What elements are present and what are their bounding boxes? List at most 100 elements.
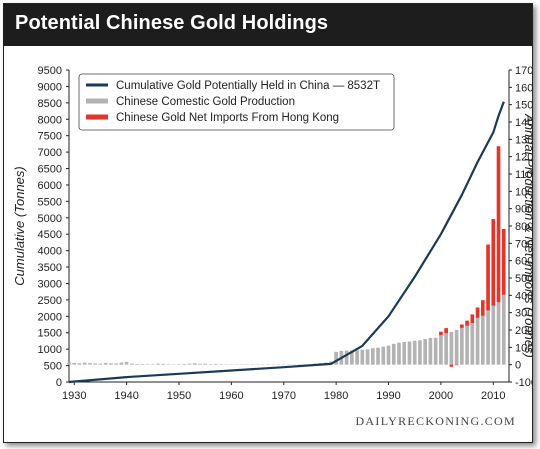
domestic-bar xyxy=(480,315,485,365)
import-bar xyxy=(491,219,496,306)
domestic-bar xyxy=(198,363,202,365)
import-bar xyxy=(486,244,490,311)
domestic-bar xyxy=(124,361,129,365)
domestic-bar xyxy=(475,317,480,365)
domestic-bar xyxy=(93,363,98,365)
legend-label: Chinese Gold Net Imports From Hong Kong xyxy=(116,112,339,124)
import-bar xyxy=(501,228,506,295)
right-tick-label: -100 xyxy=(515,377,532,389)
legend: Cumulative Gold Potentially Held in Chin… xyxy=(78,73,395,131)
right-tick-label: 1500 xyxy=(515,100,532,112)
legend-box xyxy=(78,73,395,131)
domestic-bar xyxy=(370,348,375,365)
domestic-bar xyxy=(423,339,428,365)
domestic-bar xyxy=(161,363,166,365)
right-tick-label: 200 xyxy=(515,325,532,337)
domestic-bar xyxy=(82,362,87,365)
left-tick-label: 6500 xyxy=(38,164,62,176)
left-tick-label: 9500 xyxy=(38,65,62,77)
domestic-bar xyxy=(350,350,354,365)
domestic-production-bars xyxy=(67,294,506,365)
title-bar: Potential Chinese Gold Holdings xyxy=(4,4,532,46)
right-tick-label: 1000 xyxy=(515,186,532,198)
domestic-bar xyxy=(182,363,187,365)
left-tick-label: 1500 xyxy=(38,328,62,340)
domestic-bar xyxy=(391,343,396,365)
domestic-bar xyxy=(140,363,145,365)
domestic-bar xyxy=(376,347,380,365)
domestic-bar xyxy=(119,362,124,365)
domestic-bar xyxy=(208,364,213,365)
import-bar xyxy=(470,314,475,324)
domestic-bar xyxy=(109,363,113,365)
left-tick-label: 8500 xyxy=(38,98,62,110)
left-tick-label: 2000 xyxy=(38,311,62,323)
x-tick-label: 1990 xyxy=(376,390,400,402)
chart-plot: 0500100015002000250030003500400045005000… xyxy=(12,65,532,402)
legend-label: Cumulative Gold Potentially Held in Chin… xyxy=(116,80,380,92)
x-tick-label: 1950 xyxy=(167,390,191,402)
watermark: DAILYRECKONING.COM xyxy=(355,414,516,428)
left-tick-label: 7500 xyxy=(38,131,62,143)
import-bar xyxy=(475,307,480,318)
domestic-bar xyxy=(360,349,365,365)
left-tick-label: 5000 xyxy=(38,213,62,225)
domestic-bar xyxy=(460,327,464,365)
domestic-bar xyxy=(433,337,438,365)
x-tick-label: 2000 xyxy=(429,390,453,402)
right-tick-label: 1600 xyxy=(515,82,532,94)
domestic-bar xyxy=(135,363,139,365)
right-tick-label: 700 xyxy=(515,238,532,250)
net-imports-bars xyxy=(439,146,506,367)
chart-title: Potential Chinese Gold Holdings xyxy=(15,12,329,34)
cumulative-line xyxy=(68,101,505,384)
domestic-bar xyxy=(150,364,155,365)
legend-label: Chinese Comestic Gold Production xyxy=(116,96,295,108)
domestic-bar xyxy=(397,342,401,365)
domestic-bar xyxy=(334,351,338,365)
left-tick-label: 3500 xyxy=(38,262,62,274)
domestic-bar xyxy=(145,364,150,365)
right-axis-title: Annual Production & Net Imports (Tonnes) xyxy=(522,113,532,358)
domestic-bar xyxy=(203,363,208,365)
domestic-bar xyxy=(491,305,496,365)
x-tick-label: 1970 xyxy=(272,390,296,402)
right-tick-label: 900 xyxy=(515,204,532,216)
left-tick-label: 5500 xyxy=(38,196,62,208)
domestic-bar xyxy=(177,364,181,365)
domestic-bar xyxy=(114,363,118,365)
x-tick-label: 1960 xyxy=(219,390,243,402)
right-tick-label: 0 xyxy=(515,360,521,372)
left-tick-label: 0 xyxy=(56,377,62,389)
right-tick-label: 600 xyxy=(515,256,532,268)
import-bar xyxy=(480,300,485,316)
import-bar xyxy=(454,364,459,366)
right-tick-label: 300 xyxy=(515,308,532,320)
domestic-bar xyxy=(418,340,422,365)
right-tick-label: 400 xyxy=(515,290,532,302)
domestic-bar xyxy=(501,294,506,365)
left-axis-title: Cumulative (Tonnes) xyxy=(12,166,27,285)
domestic-bar xyxy=(355,350,359,365)
domestic-bar xyxy=(407,341,412,365)
domestic-bar xyxy=(88,363,92,365)
domestic-bar xyxy=(486,310,490,365)
left-tick-label: 3000 xyxy=(38,278,62,290)
right-tick-label: 1200 xyxy=(515,152,532,164)
domestic-bar xyxy=(77,363,82,365)
legend-swatch-cumulative xyxy=(86,83,108,87)
import-bar xyxy=(460,324,464,328)
domestic-bar xyxy=(386,345,391,365)
domestic-bar xyxy=(444,333,448,365)
x-tick-label: 1930 xyxy=(62,390,86,402)
domestic-bar xyxy=(344,350,349,365)
left-tick-label: 6000 xyxy=(38,180,62,192)
right-tick-label: 1400 xyxy=(515,117,532,129)
domestic-bar xyxy=(449,331,454,365)
domestic-bar xyxy=(470,323,475,365)
left-tick-label: 7000 xyxy=(38,147,62,159)
legend-swatch-imports xyxy=(86,114,108,120)
domestic-bar xyxy=(402,341,407,365)
left-tick-label: 4500 xyxy=(38,229,62,241)
right-tick-label: 1100 xyxy=(515,169,532,181)
